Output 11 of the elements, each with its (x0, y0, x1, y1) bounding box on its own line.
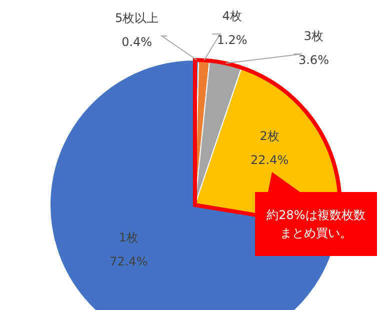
data-label: 3.6% (298, 53, 329, 67)
slice-label: 4枚 (222, 9, 242, 23)
slice-label: 2枚 (260, 129, 280, 144)
data-label: 0.4% (122, 35, 152, 49)
data-label: 1.2% (216, 33, 248, 47)
data-label: 22.4% (250, 153, 289, 168)
slice-label: 5枚以上 (115, 11, 159, 25)
data-label: 72.4% (110, 254, 148, 268)
slice-label: 3枚 (304, 29, 324, 43)
text: 約28%は複数枚数まとめ買い。 (266, 208, 366, 240)
slice-label: 1枚 (118, 230, 138, 244)
